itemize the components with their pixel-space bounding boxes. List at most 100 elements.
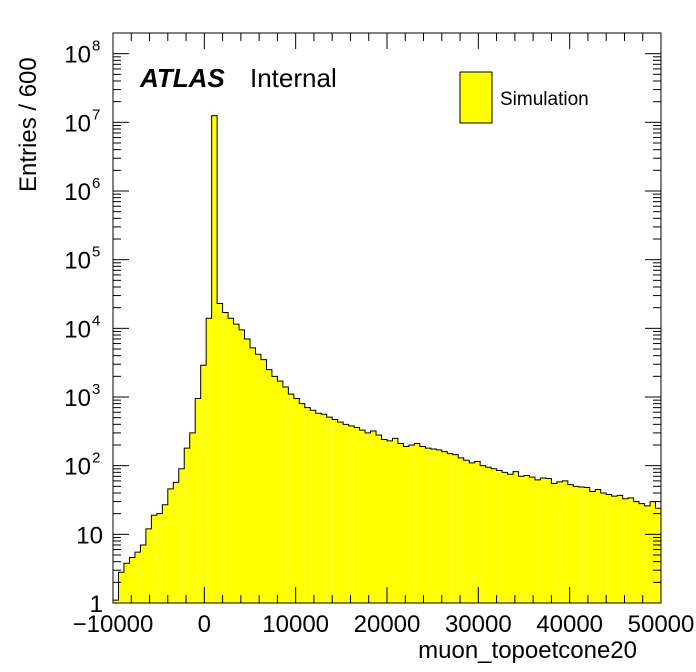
histogram-bar <box>332 419 338 603</box>
y-tick-label: 1 <box>90 591 103 618</box>
histogram-bar <box>502 472 508 603</box>
histogram-bar <box>491 468 497 603</box>
histogram-bar <box>387 440 393 603</box>
histogram-bar <box>414 443 420 603</box>
y-tick-label: 10 <box>64 454 91 481</box>
histogram-bar <box>545 478 552 603</box>
histogram-bar <box>118 572 124 603</box>
x-tick-label: 0 <box>198 611 211 638</box>
y-axis-label: Entries / 600 <box>15 57 42 192</box>
histogram-bar <box>611 496 618 603</box>
histogram-bar <box>293 398 300 603</box>
y-tick-label-exponent: 7 <box>92 106 100 123</box>
histogram-bar <box>123 563 130 603</box>
x-tick-label: 30000 <box>445 611 512 638</box>
histogram-bar <box>381 439 387 603</box>
y-tick-label-exponent: 8 <box>92 38 100 55</box>
histogram-bar <box>343 424 349 603</box>
atlas-internal-label: Internal <box>250 63 337 93</box>
histogram-bar <box>573 486 579 603</box>
histogram-bar <box>173 482 179 603</box>
histogram-bar <box>239 329 245 603</box>
y-tick-label-exponent: 6 <box>92 175 100 192</box>
histogram-bar <box>359 430 366 603</box>
histogram-bars <box>112 115 661 604</box>
y-tick-label-exponent: 3 <box>92 381 100 398</box>
histogram-bar <box>425 448 431 603</box>
histogram-bar <box>189 432 196 603</box>
histogram-bar <box>167 488 174 603</box>
y-tick-label: 10 <box>64 316 91 343</box>
histogram-bar <box>299 403 305 603</box>
histogram-bar <box>288 394 294 603</box>
histogram-bar <box>156 513 163 603</box>
histogram-bar <box>441 451 448 603</box>
histogram-bar <box>567 484 574 603</box>
x-tick-label: −10000 <box>73 611 154 638</box>
histogram-bar <box>354 427 360 603</box>
histogram-bar <box>430 448 437 603</box>
y-tick-label-exponent: 4 <box>92 312 100 329</box>
legend-entry-simulation: Simulation <box>500 89 589 110</box>
histogram-bar <box>518 476 524 603</box>
histogram-outline <box>112 115 661 603</box>
histogram-bar <box>178 468 185 603</box>
histogram-bar <box>113 600 119 603</box>
histogram-bar <box>184 448 190 603</box>
histogram-bar <box>485 467 492 603</box>
histogram-bar <box>480 465 486 603</box>
histogram-bar <box>260 359 267 603</box>
histogram-bar <box>266 369 272 603</box>
histogram-bar <box>622 498 629 603</box>
histogram-bar <box>436 449 442 603</box>
histogram-bar <box>463 460 470 603</box>
histogram-bar <box>458 457 464 603</box>
histogram-bar <box>304 407 311 603</box>
histogram-bar <box>556 481 563 603</box>
histogram-bar <box>310 410 316 603</box>
histogram-bar <box>397 443 404 603</box>
histogram-bar <box>365 432 371 603</box>
histogram-bar <box>507 474 514 603</box>
histogram-bar <box>633 501 640 603</box>
histogram-bar <box>222 312 229 603</box>
y-tick-label: 10 <box>64 110 91 137</box>
y-tick-label-exponent: 5 <box>92 244 100 261</box>
y-tick-label: 10 <box>64 42 91 69</box>
histogram-bar <box>650 501 656 603</box>
histogram-bar <box>392 438 398 603</box>
histogram-bar <box>617 495 623 603</box>
histogram-bar <box>233 324 240 603</box>
histogram-bar <box>140 544 146 603</box>
histogram-bar <box>206 318 212 603</box>
histogram-bar <box>282 386 289 603</box>
histogram-bar <box>540 478 546 603</box>
histogram-bar <box>255 354 261 603</box>
atlas-label: ATLAS <box>139 63 225 93</box>
histogram-bar <box>644 505 651 603</box>
x-tick-labels: −10000 0 10000 20000 30000 40000 50000 <box>73 611 695 638</box>
histogram-bar <box>628 497 634 603</box>
legend-swatch <box>459 71 493 124</box>
histogram-bar <box>326 417 333 603</box>
histogram-bar <box>403 446 409 603</box>
histogram-bar <box>337 422 344 603</box>
histogram-bar <box>452 454 459 603</box>
histogram-bar <box>639 503 645 603</box>
histogram-bar <box>562 480 568 603</box>
histogram-bar <box>534 479 541 603</box>
histogram-bar <box>348 425 355 603</box>
x-tick-label: 10000 <box>262 611 329 638</box>
histogram-bar <box>228 318 234 603</box>
histogram-bar <box>195 398 201 603</box>
histogram-bar <box>134 552 141 603</box>
histogram-bar <box>217 303 223 603</box>
x-tick-label: 50000 <box>628 611 695 638</box>
y-tick-label: 10 <box>64 248 91 275</box>
histogram-bar <box>419 446 426 603</box>
histogram-bar <box>513 471 519 603</box>
x-tick-label: 20000 <box>354 611 421 638</box>
histogram-bar <box>315 413 322 603</box>
histogram-bar <box>271 376 278 603</box>
